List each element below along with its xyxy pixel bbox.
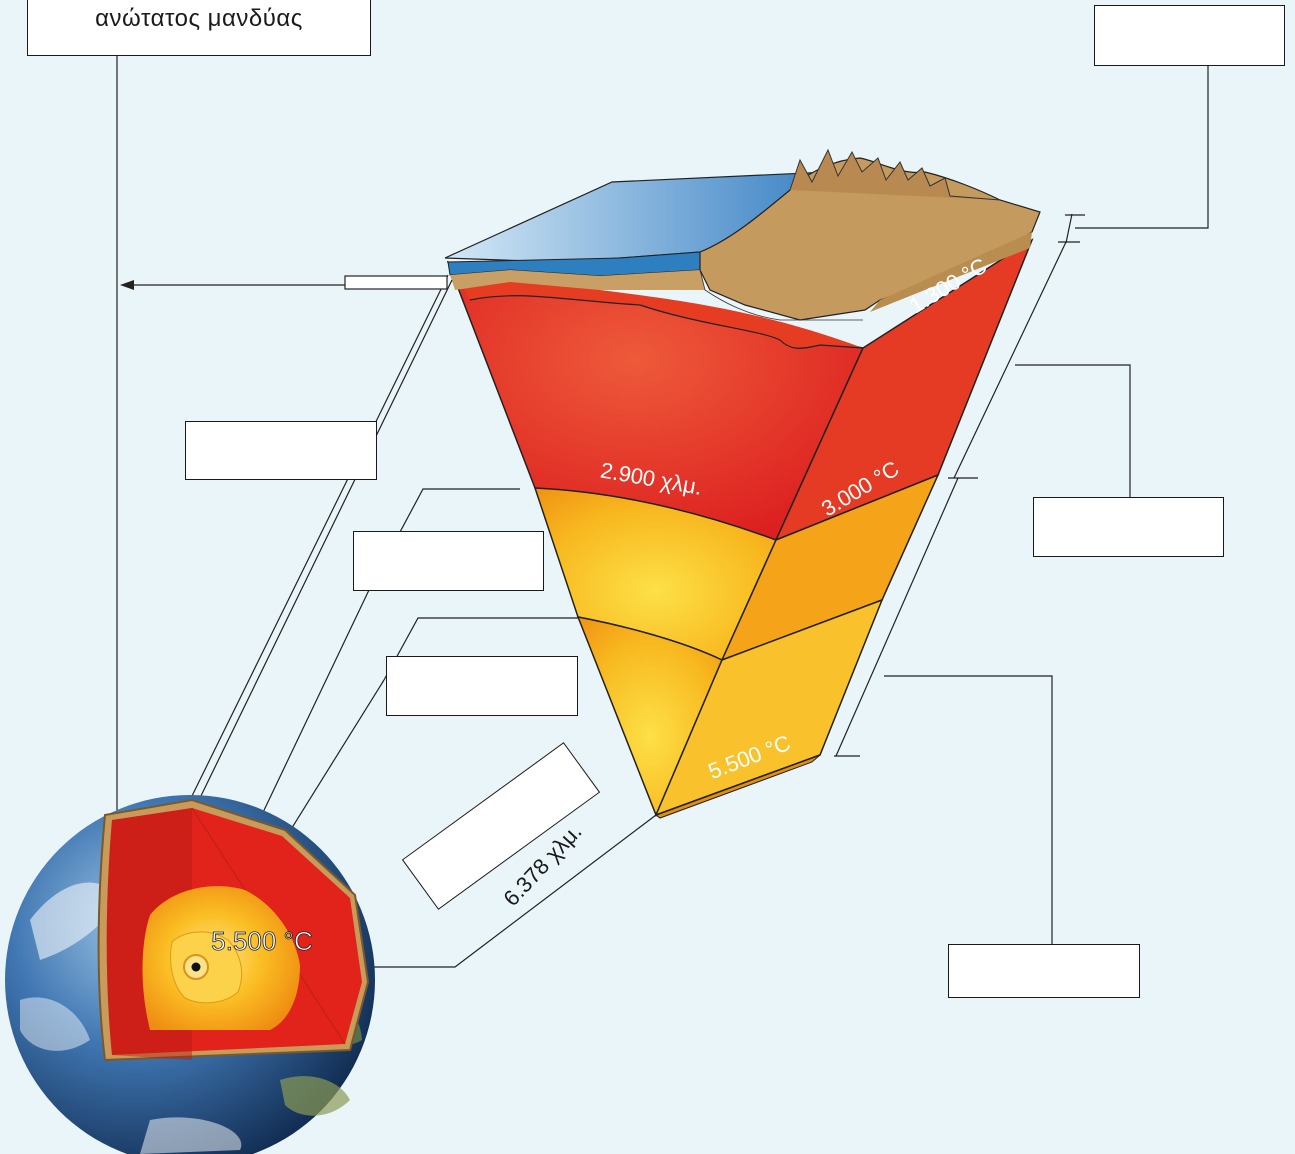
globe-center-dot — [191, 962, 201, 972]
upper-mantle-label-box: ανώτατος μανδύας — [27, 0, 371, 56]
continent-front-edge — [870, 232, 1032, 312]
blank-label-box-mantle[interactable] — [1033, 497, 1224, 557]
arrow-head-icon — [120, 280, 134, 290]
continent-mountains — [789, 148, 1001, 201]
oceanic-crust-front — [450, 270, 705, 290]
temp-center-globe-label: 5.500 °C — [211, 926, 312, 956]
blank-label-box-inner-core[interactable] — [386, 656, 578, 716]
lithosphere-connector — [344, 275, 448, 290]
blank-label-box-outer-core[interactable] — [353, 531, 544, 591]
blank-label-box-lithosphere[interactable] — [185, 421, 377, 480]
earth-globe-cutaway — [5, 795, 375, 1154]
blank-label-box-core[interactable] — [948, 944, 1140, 998]
earth-wedge-cutaway — [444, 148, 1041, 819]
upper-mantle-label: ανώτατος μανδύας — [95, 5, 303, 32]
blank-label-box-crust[interactable] — [1094, 5, 1285, 66]
lithosphere-boundary-line — [469, 295, 864, 349]
